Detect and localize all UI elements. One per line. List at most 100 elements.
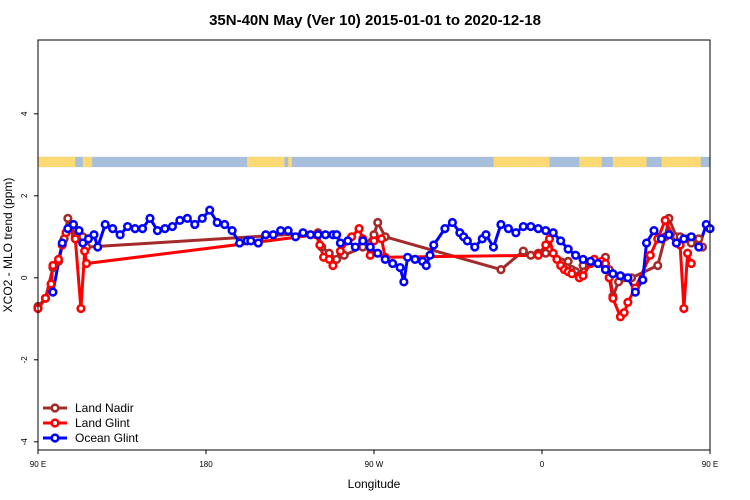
ocean-glint-point [108,224,118,234]
land-glint-point [619,308,629,318]
land-ocean-strip [38,156,710,168]
land-nadir-point [496,265,506,275]
ocean-glint-point [470,242,480,252]
land-glint-point [354,224,364,234]
ocean-glint-point [343,236,353,246]
land-nadir-point [541,248,551,258]
land-nadir-point [563,256,573,267]
ocean-glint-point [570,250,581,260]
ocean-glint-point [518,221,528,232]
land-nadir-point [653,260,663,271]
ocean-glint-point [48,287,58,297]
land-glint-point [76,303,86,314]
ocean-glint-point [496,219,506,230]
ocean-glint-point [447,217,458,228]
land-glint-point [376,234,387,244]
ocean-glint-point [205,205,215,215]
legend-land-glint-label: Land Glint [75,416,130,430]
land-glint-point [40,293,51,303]
land-glint-point [541,240,551,250]
ocean-glint-point [246,236,256,246]
ocean-glint-point [593,258,603,269]
ocean-glint-point [182,213,192,223]
land-glint-point [328,260,338,271]
y-tick-label: 0 [20,275,29,280]
ocean-glint-point [481,230,491,240]
land-glint-point [645,250,655,260]
ocean-glint-point [421,260,431,271]
land-glint-point [365,250,375,260]
x-axis-label: Longitude [348,477,401,491]
legend-ocean-glint-label: Ocean Glint [75,431,139,445]
ocean-glint-point [638,275,648,285]
ocean-glint-point [630,287,640,297]
ocean-glint-point [57,238,67,248]
y-tick-label: 2 [20,193,29,198]
legend-land-nadir-label: Land Nadir [75,401,134,415]
ocean-glint-point [399,277,409,287]
land-segment [534,156,550,168]
ocean-glint-point [671,238,682,248]
land-glint-point [623,297,633,308]
ocean-glint-point [578,254,588,264]
land-glint-point [686,258,696,269]
land-segment [82,156,93,168]
land-glint-point [46,279,56,289]
ocean-glint-point [548,228,558,238]
ocean-glint-point [298,228,308,238]
legend-land-glint-marker [50,418,60,428]
y-tick-label: -4 [20,438,29,446]
ocean-glint-point [335,238,346,248]
ocean-glint-point [220,219,230,230]
ocean-glint-point [93,242,103,252]
land-nadir-point [373,217,383,228]
land-segment [38,156,76,168]
ocean-glint-point [511,228,521,238]
ocean-glint-point [122,221,133,232]
x-tick-label: 0 [540,460,545,469]
ocean-glint-point [83,234,93,244]
ocean-glint-point [563,244,573,254]
ocean-glint-point [600,265,611,275]
ocean-glint-point [283,226,293,236]
ocean-glint-point [305,230,316,240]
ocean-glint-point [410,254,420,264]
ocean-glint-point [320,230,331,240]
ocean-glint-point [373,248,383,258]
ocean-glint-point [175,215,185,225]
ocean-glint-point [488,242,499,252]
ocean-glint-point [100,219,110,230]
ocean-glint-point [358,236,368,246]
land-glint-point [567,269,577,279]
ocean-glint-point [68,219,79,230]
land-nadir-point [63,213,73,223]
ocean-glint-point [152,226,163,236]
y-axis: -4 -2 0 2 4 [20,111,38,445]
land-glint-point [679,303,689,314]
ocean-glint-point [332,230,342,240]
y-tick-label: 4 [20,111,29,116]
land-glint-point [544,234,555,244]
land-nadir-point [694,234,704,244]
ocean-glint-point [261,230,271,240]
land-glint-point [608,293,618,303]
land-glint-point [70,234,80,244]
ocean-glint-point [268,230,278,240]
land-glint-point [315,240,325,250]
ocean-glint-point [197,213,207,223]
land-glint-point [548,248,558,258]
land-glint-point [80,246,90,256]
legend-land-nadir-marker [50,403,60,413]
ocean-glint-point [679,234,689,244]
land-glint-point [533,250,543,260]
ocean-glint-point [227,226,237,236]
ocean-glint-point [167,221,177,232]
land-nadir-point [526,250,536,260]
ocean-glint-point [74,226,84,236]
ocean-glint-point [253,238,263,248]
x-tick-label: 90 E [30,460,46,469]
series-points [33,205,715,322]
ocean-glint-point [425,250,435,260]
